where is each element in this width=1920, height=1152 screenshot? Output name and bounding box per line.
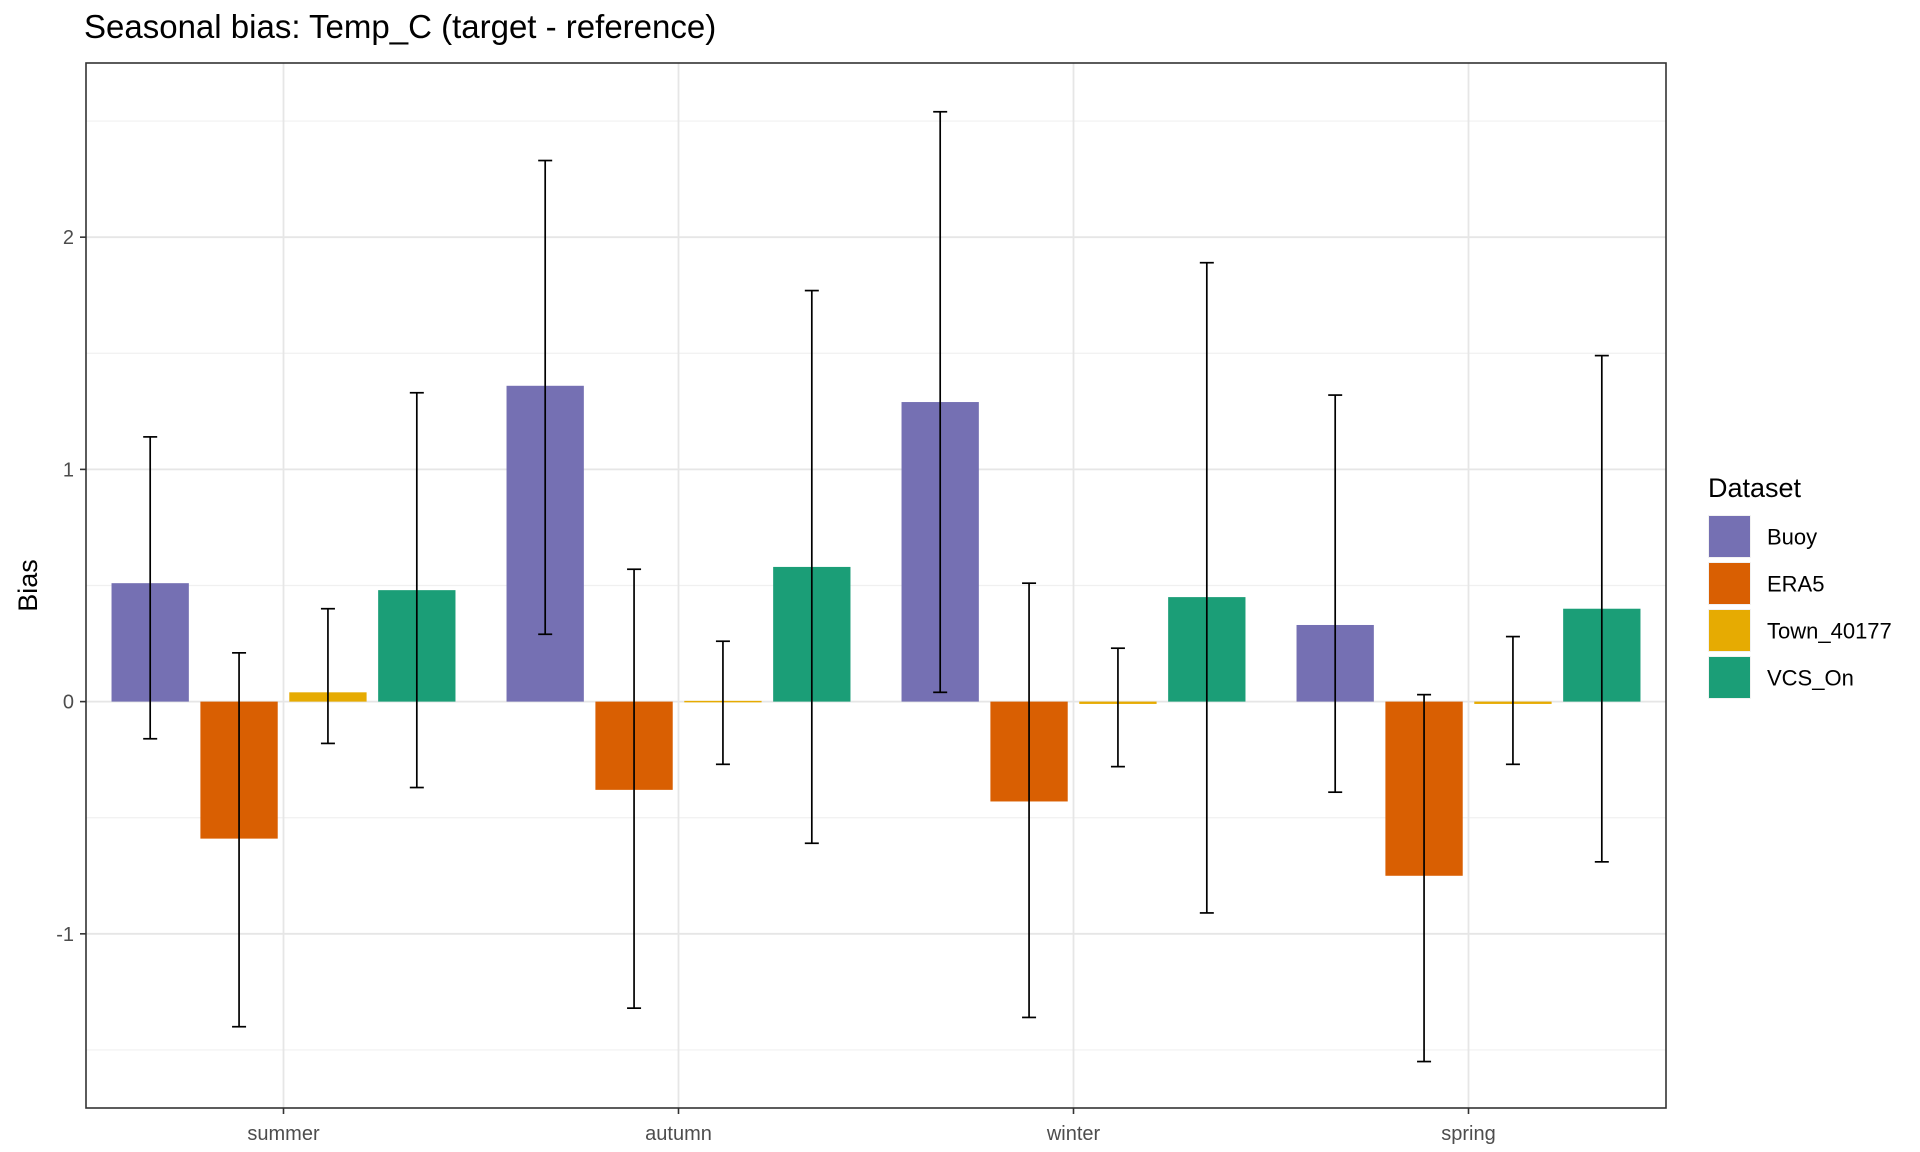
x-tick-label-autumn: autumn — [645, 1123, 712, 1145]
legend-swatch-buoy — [1709, 516, 1750, 557]
y-tick-label: 2 — [63, 227, 74, 249]
legend-label-vcs_on: VCS_On — [1767, 666, 1854, 691]
legend-swatch-era5 — [1709, 563, 1750, 604]
y-axis-title: Bias — [13, 559, 43, 612]
legend-title: Dataset — [1708, 473, 1802, 503]
x-tick-label-winter: winter — [1046, 1123, 1101, 1145]
plot-panel-border — [85, 62, 1667, 1109]
y-tick-label: -1 — [56, 924, 74, 946]
legend-label-buoy: Buoy — [1767, 525, 1817, 550]
y-tick-label: 1 — [63, 459, 74, 481]
y-tick-label: 0 — [63, 692, 74, 714]
chart-title: Seasonal bias: Temp_C (target - referenc… — [84, 8, 717, 45]
legend: Dataset Buoy ERA5 Town_40177 VCS_On — [1708, 473, 1892, 699]
legend-swatch-town_40177 — [1709, 610, 1750, 651]
x-tick-label-summer: summer — [247, 1123, 320, 1145]
legend-label-era5: ERA5 — [1767, 572, 1824, 597]
legend-swatch-vcs_on — [1709, 657, 1750, 698]
legend-label-town_40177: Town_40177 — [1767, 619, 1892, 644]
x-tick-label-spring: spring — [1441, 1123, 1495, 1145]
